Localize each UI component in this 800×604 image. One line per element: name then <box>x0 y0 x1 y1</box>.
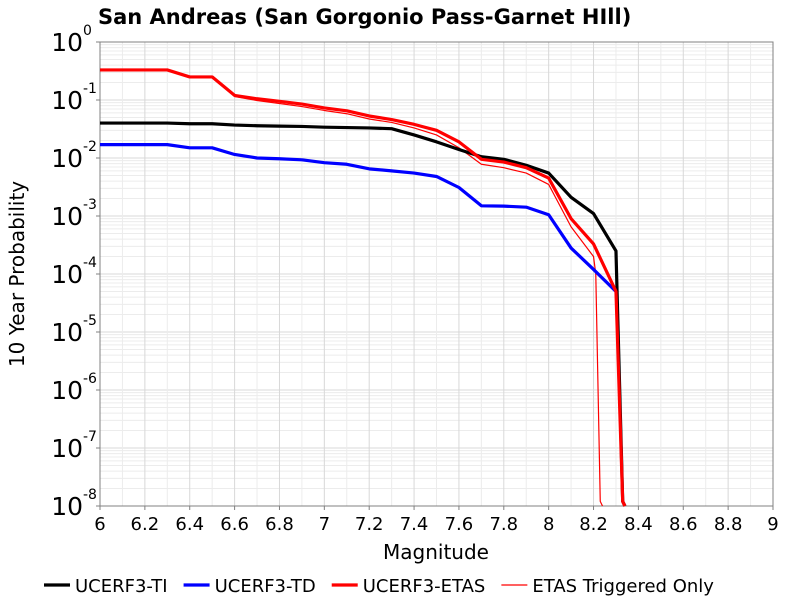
series-line-ucerf3-etas <box>100 68 627 507</box>
y-tick-label: 10 <box>51 318 83 347</box>
x-tick-label: 7 <box>319 514 330 535</box>
x-tick-label: 6.6 <box>220 514 249 535</box>
x-tick-label: 8.6 <box>669 514 698 535</box>
series-line-ucerf3-td <box>100 143 618 293</box>
y-tick-label: 10 <box>51 144 83 173</box>
y-tick-label: 10 <box>51 492 83 521</box>
x-tick-label: 8.2 <box>579 514 608 535</box>
x-tick-label: 7.8 <box>489 514 518 535</box>
y-tick-label: 10 <box>51 376 83 405</box>
x-tick-label: 6 <box>94 514 105 535</box>
series-line-ucerf3-ti <box>100 121 627 507</box>
y-tick-label: 10 <box>51 86 83 115</box>
y-tick-exponent: -4 <box>83 255 97 271</box>
y-tick-exponent: -1 <box>83 81 97 97</box>
legend: UCERF3-TI UCERF3-TD UCERF3-ETAS ETAS Trigge… <box>44 576 714 597</box>
y-tick-exponent: -7 <box>83 429 97 445</box>
x-tick-label: 7.6 <box>445 514 474 535</box>
x-tick-label: 7.2 <box>355 514 384 535</box>
series-layer <box>100 68 627 507</box>
y-tick-label: 10 <box>51 28 83 57</box>
y-tick-exponent: -2 <box>83 139 97 155</box>
chart-title: San Andreas (San Gorgonio Pass-Garnet HI… <box>98 5 631 29</box>
y-tick-exponent: 0 <box>83 23 92 39</box>
legend-label: UCERF3-ETAS <box>363 576 486 597</box>
x-tick-label: 6.4 <box>175 514 204 535</box>
x-tick-label: 6.8 <box>265 514 294 535</box>
grid <box>99 42 774 507</box>
x-axis-label: Magnitude <box>383 540 489 564</box>
legend-label: UCERF3-TD <box>215 576 316 597</box>
x-axis-ticks: 6 6.2 6.4 6.6 6.8 7 7.2 7.4 7.6 7.8 8 8.2 8.4 8.6 8.8 9 <box>94 506 779 535</box>
x-tick-label: 6.2 <box>131 514 160 535</box>
y-tick-exponent: -6 <box>83 371 97 387</box>
x-tick-label: 8.8 <box>714 514 743 535</box>
x-tick-label: 9 <box>767 514 778 535</box>
x-tick-label: 7.4 <box>400 514 429 535</box>
y-axis-label: 10 Year Probability <box>5 181 29 367</box>
y-tick-exponent: -8 <box>83 487 97 503</box>
y-tick-exponent: -3 <box>83 197 97 213</box>
legend-label: UCERF3-TI <box>75 576 168 597</box>
legend-label: ETAS Triggered Only <box>532 576 714 597</box>
x-tick-label: 8.4 <box>624 514 653 535</box>
y-tick-label: 10 <box>51 202 83 231</box>
y-tick-label: 10 <box>51 434 83 463</box>
series-line-etas-triggered-only <box>234 95 604 507</box>
y-tick-exponent: -5 <box>83 313 97 329</box>
y-tick-label: 10 <box>51 260 83 289</box>
x-tick-label: 8 <box>543 514 554 535</box>
